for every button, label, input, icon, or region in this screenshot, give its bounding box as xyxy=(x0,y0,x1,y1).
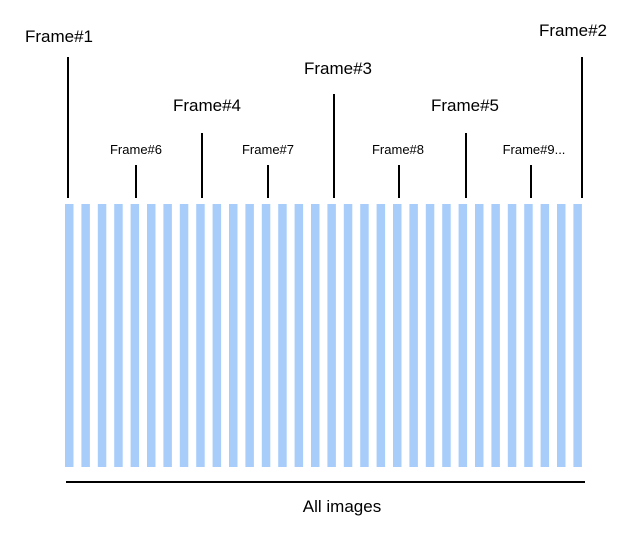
image-stripe xyxy=(409,204,418,467)
image-stripe xyxy=(425,204,435,467)
image-stripe xyxy=(229,204,238,467)
image-stripe xyxy=(311,204,320,467)
image-stripe xyxy=(114,204,123,467)
frame-2-label: Frame#2 xyxy=(539,21,607,40)
image-stripe xyxy=(65,204,74,467)
image-stripe xyxy=(97,204,107,467)
image-stripe xyxy=(458,204,468,467)
frame-4-marker: Frame#4 xyxy=(173,96,241,198)
frame-1-label: Frame#1 xyxy=(25,27,93,46)
all-images-label: All images xyxy=(303,497,381,516)
frame-1-marker: Frame#1 xyxy=(25,27,93,198)
image-stripe xyxy=(130,204,140,467)
frame-2-marker: Frame#2 xyxy=(539,21,607,198)
image-stripe xyxy=(261,204,271,467)
frame-3-marker: Frame#3 xyxy=(304,59,372,198)
frame-markers: Frame#1 Frame#2 Frame#3 Frame#4 Frame#5 Frame… xyxy=(25,21,607,198)
frame-8-label: Frame#8 xyxy=(372,142,424,157)
frame-6-label: Frame#6 xyxy=(110,142,162,157)
frame-5-marker: Frame#5 xyxy=(431,96,499,198)
image-stripe xyxy=(573,204,582,467)
image-stripe xyxy=(179,204,189,467)
image-stripe xyxy=(278,204,287,467)
frame-7-marker: Frame#7 xyxy=(242,142,294,198)
frame-9-marker: Frame#9... xyxy=(503,142,566,198)
image-stripes xyxy=(65,204,582,467)
image-stripe xyxy=(475,204,484,467)
image-stripe xyxy=(147,204,156,467)
image-stripe xyxy=(524,204,533,467)
image-stripe xyxy=(360,204,369,467)
frame-9-label: Frame#9... xyxy=(503,142,566,157)
image-stripe xyxy=(343,204,353,467)
frame-8-marker: Frame#8 xyxy=(372,142,424,198)
image-stripe xyxy=(507,204,517,467)
image-stripe xyxy=(442,204,451,467)
frame-7-label: Frame#7 xyxy=(242,142,294,157)
image-stripe xyxy=(393,204,402,467)
image-stripe xyxy=(245,204,254,467)
frame-3-label: Frame#3 xyxy=(304,59,372,78)
frame-5-label: Frame#5 xyxy=(431,96,499,115)
image-stripe xyxy=(212,204,222,467)
frame-4-label: Frame#4 xyxy=(173,96,241,115)
image-stripe xyxy=(327,204,336,467)
frame-6-marker: Frame#6 xyxy=(110,142,162,198)
image-stripe xyxy=(376,204,386,467)
image-stripe xyxy=(163,204,172,467)
image-stripe xyxy=(557,204,566,467)
image-stripe xyxy=(540,204,550,467)
image-stripe xyxy=(196,204,205,467)
image-stripe xyxy=(81,204,90,467)
image-stripe xyxy=(294,204,304,467)
image-stripe xyxy=(491,204,500,467)
